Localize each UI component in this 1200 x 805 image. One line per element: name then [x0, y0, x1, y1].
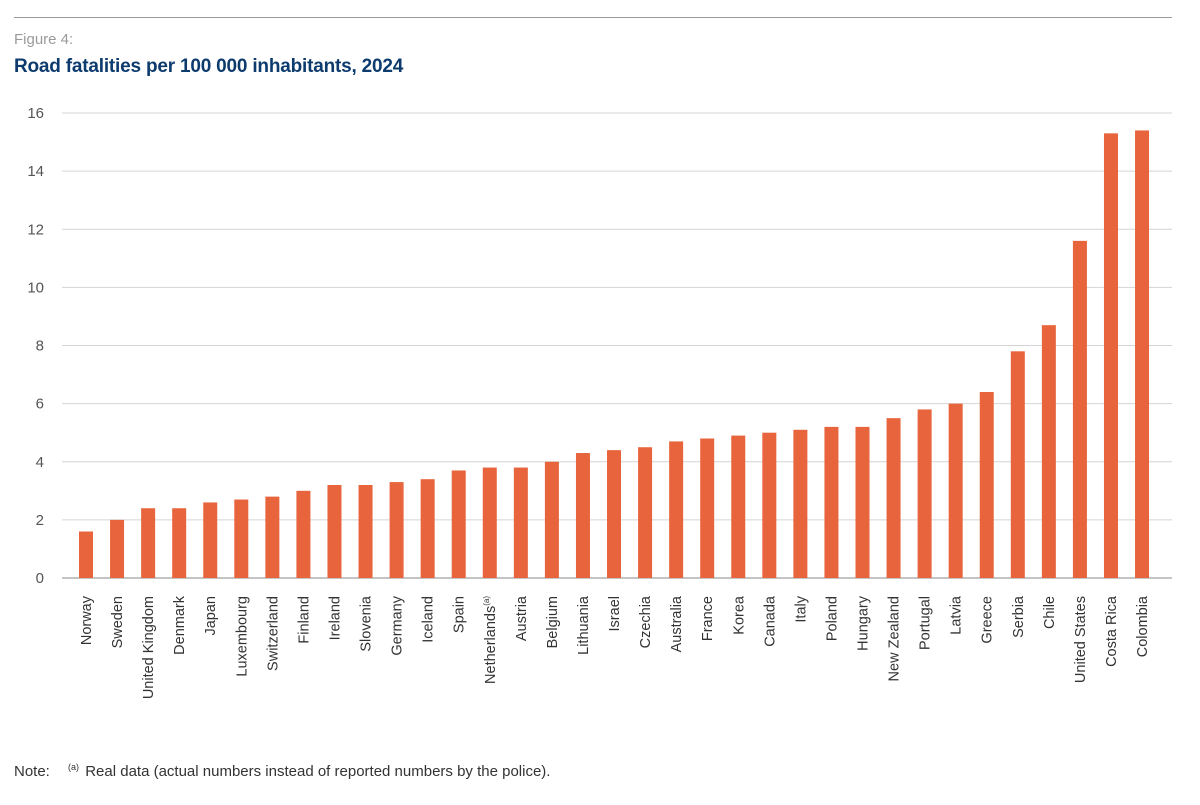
bar: Japan: 2.6	[203, 502, 218, 578]
figure-label: Figure 4:	[14, 31, 74, 48]
bar: Switzerland: 2.8	[265, 496, 280, 578]
bar: Israel: 4.4	[607, 450, 622, 578]
y-tick-label: 10	[27, 279, 44, 296]
bar: Finland: 3	[296, 490, 311, 578]
bar: Korea: 4.9	[731, 435, 746, 578]
x-tick-label: Israel	[607, 596, 623, 631]
x-tick-label: Spain	[452, 596, 468, 633]
bar: Portugal: 5.8	[917, 409, 932, 578]
bar: Hungary: 5.2	[855, 426, 870, 578]
bar: Czechia: 4.5	[638, 447, 653, 578]
bar: New Zealand: 5.5	[886, 418, 901, 578]
y-tick-label: 2	[36, 512, 44, 529]
bar: Luxembourg: 2.7	[234, 499, 249, 578]
bar: Netherlands: 3.8	[482, 467, 497, 578]
x-tick-label: Greece	[980, 596, 996, 644]
x-tick-label: France	[700, 596, 716, 641]
y-tick-label: 14	[27, 163, 44, 180]
bar: Italy: 5.1	[793, 429, 808, 578]
bar: Australia: 4.7	[669, 441, 684, 578]
bar: Lithuania: 4.3	[575, 453, 590, 578]
bar: Norway: 1.6	[79, 531, 93, 578]
x-tick-label: Poland	[824, 596, 840, 641]
bar: France: 4.8	[700, 438, 715, 578]
x-tick-label: Sweden	[110, 596, 126, 648]
bar: Slovenia: 3.2	[358, 485, 373, 578]
x-tick-label: Slovenia	[359, 595, 375, 652]
bars: Norway: 1.6 Sweden: 2 United Kingdom: 2.4 D…	[79, 130, 1150, 578]
bar: Chile: 8.7	[1041, 325, 1056, 578]
chart-note: Note: (a) Real data (actual numbers inst…	[14, 762, 550, 780]
x-tick-label: Switzerland	[265, 596, 281, 671]
bar: Canada: 5	[762, 432, 777, 578]
x-tick-label: Ireland	[327, 596, 343, 640]
bar: Sweden: 2	[110, 519, 125, 578]
bar: Greece: 6.4	[979, 392, 994, 578]
x-axis-labels: Norway Sweden United Kingdom Denmark Japan Lu…	[79, 595, 1151, 699]
x-tick-label: Australia	[669, 595, 685, 652]
note-label: Note:	[14, 763, 50, 780]
x-tick-label: Colombia	[1135, 595, 1151, 657]
x-tick-label: Luxembourg	[234, 596, 250, 677]
bar: Belgium: 4	[544, 461, 559, 578]
bar: Ireland: 3.2	[327, 485, 342, 578]
x-tick-label: Hungary	[856, 595, 872, 651]
bar: United States: 11.6	[1072, 240, 1087, 578]
y-axis-ticks: 0 2 4 6 8 10 12 14 16	[27, 105, 44, 587]
x-tick-label: New Zealand	[887, 596, 903, 681]
x-tick-label: Italy	[793, 595, 809, 622]
x-tick-label: Korea	[731, 595, 747, 635]
x-tick-label: Belgium	[545, 596, 561, 648]
x-tick-label: Chile	[1042, 596, 1058, 629]
x-tick-label: Denmark	[172, 595, 188, 655]
x-tick-label: Serbia	[1011, 595, 1027, 638]
y-tick-label: 0	[36, 570, 44, 587]
y-tick-label: 12	[27, 221, 44, 238]
x-tick-label: Latvia	[949, 595, 965, 635]
x-tick-label: Lithuania	[576, 595, 592, 655]
x-tick-label: Costa Rica	[1104, 595, 1120, 667]
bar: Austria: 3.8	[513, 467, 528, 578]
x-tick-label: Canada	[762, 595, 778, 647]
y-tick-label: 4	[36, 454, 44, 471]
x-tick-label: United Kingdom	[141, 596, 157, 699]
y-tick-label: 6	[36, 396, 44, 413]
bar: Serbia: 7.8	[1010, 351, 1025, 578]
x-tick-label: Austria	[514, 595, 530, 641]
x-tick-label: Japan	[203, 596, 219, 636]
x-tick-label: Netherlands(a)	[482, 596, 499, 684]
y-tick-label: 16	[27, 105, 44, 122]
bar: Germany: 3.3	[389, 482, 404, 578]
x-tick-label: Germany	[390, 595, 406, 655]
x-tick-label: Finland	[296, 596, 312, 644]
chart-title: Road fatalities per 100 000 inhabitants,…	[14, 56, 404, 77]
bar: Colombia: 15.4	[1135, 130, 1150, 578]
top-rule	[14, 17, 1172, 18]
bar: Poland: 5.2	[824, 426, 839, 578]
y-tick-label: 8	[36, 338, 44, 355]
x-tick-superscript: (a)	[482, 596, 491, 606]
x-tick-label: Portugal	[918, 596, 934, 650]
note-text: Real data (actual numbers instead of rep…	[85, 763, 551, 780]
x-tick-label: Iceland	[421, 596, 437, 643]
x-tick-label: United States	[1073, 596, 1089, 683]
bar: United Kingdom: 2.4	[141, 508, 156, 578]
bar: Denmark: 2.4	[172, 508, 187, 578]
x-tick-label: Czechia	[638, 595, 654, 648]
bar: Spain: 3.7	[451, 470, 466, 578]
x-tick-label: Norway	[79, 595, 95, 645]
note-marker: (a)	[68, 762, 80, 772]
bar: Iceland: 3.4	[420, 479, 435, 578]
bar: Latvia: 6	[948, 403, 963, 578]
bar: Costa Rica: 15.3	[1103, 133, 1118, 578]
